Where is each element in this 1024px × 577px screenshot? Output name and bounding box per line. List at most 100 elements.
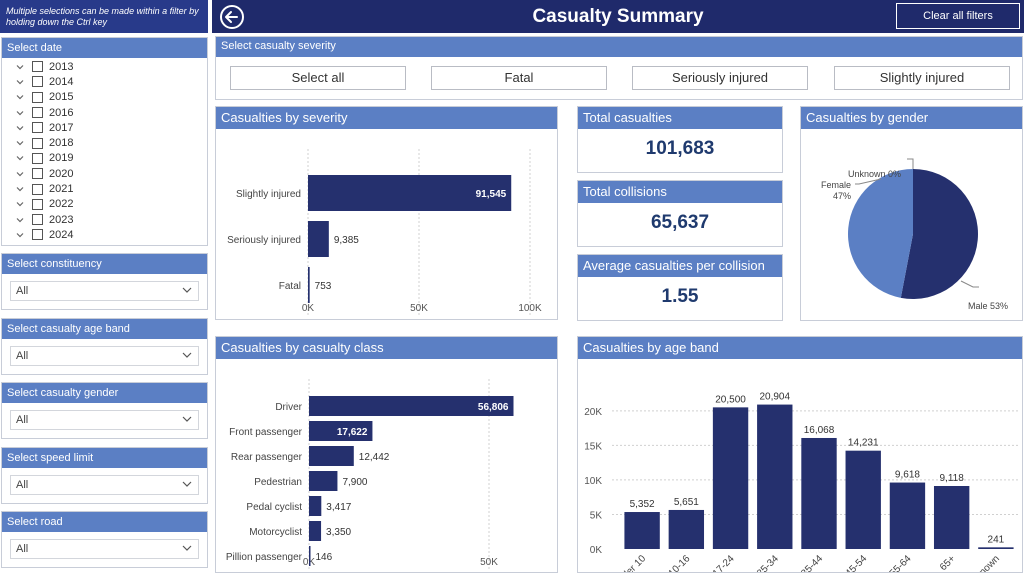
chevron-down-icon bbox=[182, 416, 192, 422]
bar bbox=[933, 486, 970, 549]
filter-dropdown[interactable]: All bbox=[10, 346, 199, 366]
data-label: 16,068 bbox=[804, 425, 835, 436]
page-title: Casualty Summary bbox=[532, 6, 704, 27]
severity-selector-title: Select casualty severity bbox=[216, 37, 1022, 57]
seriously-injured-button[interactable]: Seriously injured bbox=[632, 66, 808, 90]
year-checkbox[interactable] bbox=[32, 91, 43, 103]
year-item[interactable]: 2018 bbox=[2, 135, 207, 150]
data-label: 9,385 bbox=[334, 235, 359, 246]
bar bbox=[845, 450, 881, 549]
year-label: 2019 bbox=[49, 152, 74, 165]
age-chart-title: Casualties by age band bbox=[578, 337, 1022, 359]
year-checkbox[interactable] bbox=[32, 214, 43, 226]
year-item[interactable]: 2019 bbox=[2, 151, 207, 166]
bar bbox=[309, 471, 338, 491]
back-arrow-icon[interactable] bbox=[219, 4, 245, 30]
category-label: 17-24 bbox=[711, 553, 737, 572]
chevron-down-icon[interactable] bbox=[14, 229, 26, 241]
filter-hint-text: Multiple selections can be made within a… bbox=[0, 0, 208, 33]
gender-chart-panel: Casualties by gender Male 53% Female 47% Un… bbox=[800, 106, 1023, 321]
filter-dropdown[interactable]: All bbox=[10, 410, 199, 430]
chevron-down-icon[interactable] bbox=[14, 107, 26, 119]
year-label: 2022 bbox=[49, 198, 74, 211]
data-label: 12,442 bbox=[359, 452, 390, 463]
bar bbox=[668, 509, 705, 549]
filter-value: All bbox=[16, 479, 29, 491]
slightly-injured-button[interactable]: Slightly injured bbox=[834, 66, 1010, 90]
fatal-button[interactable]: Fatal bbox=[431, 66, 607, 90]
total-collisions-card: Total collisions 65,637 bbox=[577, 180, 783, 247]
bar bbox=[624, 512, 660, 549]
category-label: Pedestrian bbox=[254, 477, 302, 488]
category-label: 25-34 bbox=[755, 553, 781, 572]
year-checkbox[interactable] bbox=[32, 229, 43, 241]
data-label: 20,904 bbox=[759, 392, 790, 403]
chevron-down-icon[interactable] bbox=[14, 91, 26, 103]
year-item[interactable]: 2013 bbox=[2, 59, 207, 74]
data-label: 9,118 bbox=[940, 473, 965, 484]
chevron-down-icon[interactable] bbox=[14, 137, 26, 149]
bar bbox=[801, 437, 837, 549]
year-item[interactable]: 2021 bbox=[2, 181, 207, 196]
data-label: 56,806 bbox=[478, 402, 509, 413]
year-checkbox[interactable] bbox=[32, 137, 43, 149]
chevron-down-icon[interactable] bbox=[14, 168, 26, 180]
year-item[interactable]: 2014 bbox=[2, 74, 207, 89]
chevron-down-icon[interactable] bbox=[14, 122, 26, 134]
year-item[interactable]: 2022 bbox=[2, 197, 207, 212]
total-casualties-value: 101,683 bbox=[645, 138, 715, 159]
filter-dropdown[interactable]: All bbox=[10, 539, 199, 559]
filter-dropdown[interactable]: All bbox=[10, 475, 199, 495]
chevron-down-icon bbox=[182, 352, 192, 358]
year-label: 2013 bbox=[49, 60, 74, 73]
category-label: Driver bbox=[275, 402, 302, 413]
chevron-down-icon[interactable] bbox=[14, 183, 26, 195]
category-label: Pedal cyclist bbox=[246, 502, 302, 513]
year-checkbox[interactable] bbox=[32, 61, 43, 73]
pie-slice bbox=[900, 169, 978, 299]
chevron-down-icon bbox=[182, 545, 192, 551]
chevron-down-icon[interactable] bbox=[14, 214, 26, 226]
bar bbox=[309, 496, 322, 516]
filter-slicer: Select casualty age band All bbox=[1, 318, 208, 375]
year-item[interactable]: 2020 bbox=[2, 166, 207, 181]
chevron-down-icon[interactable] bbox=[14, 61, 26, 73]
year-label: 2021 bbox=[49, 183, 74, 196]
year-checkbox[interactable] bbox=[32, 198, 43, 210]
bar bbox=[309, 521, 322, 541]
year-checkbox[interactable] bbox=[32, 152, 43, 164]
year-label: 2014 bbox=[49, 75, 74, 88]
year-checkbox[interactable] bbox=[32, 76, 43, 88]
total-casualties-label: Total casualties bbox=[578, 107, 782, 129]
category-label: Rear passenger bbox=[231, 452, 303, 463]
chevron-down-icon[interactable] bbox=[14, 76, 26, 88]
avg-casualties-value: 1.55 bbox=[661, 286, 699, 307]
filter-dropdown[interactable]: All bbox=[10, 281, 199, 301]
chevron-down-icon[interactable] bbox=[14, 152, 26, 164]
year-item[interactable]: 2023 bbox=[2, 212, 207, 227]
leader-line bbox=[855, 178, 882, 185]
bar bbox=[308, 267, 310, 303]
clear-all-filters-button[interactable]: Clear all filters bbox=[896, 3, 1020, 29]
year-item[interactable]: 2016 bbox=[2, 105, 207, 120]
select-all-button[interactable]: Select all bbox=[230, 66, 406, 90]
year-checkbox[interactable] bbox=[32, 122, 43, 134]
year-item[interactable]: 2024 bbox=[2, 227, 207, 242]
chevron-down-icon[interactable] bbox=[14, 198, 26, 210]
year-label: 2024 bbox=[49, 228, 74, 241]
x-tick-label: 50K bbox=[480, 557, 498, 568]
year-checkbox[interactable] bbox=[32, 107, 43, 119]
year-checkbox[interactable] bbox=[32, 168, 43, 180]
pie-label: Male 53% bbox=[968, 301, 1008, 311]
category-label: 55-64 bbox=[888, 553, 914, 572]
leader-line bbox=[907, 158, 914, 169]
data-label: 3,350 bbox=[326, 527, 351, 538]
filter-title: Select speed limit bbox=[2, 448, 207, 468]
year-item[interactable]: 2015 bbox=[2, 90, 207, 105]
year-item[interactable]: 2017 bbox=[2, 120, 207, 135]
year-checkbox[interactable] bbox=[32, 183, 43, 195]
category-label: Motorcyclist bbox=[249, 527, 302, 538]
year-list: 2013 2014 2015 2016 2017 2018 2019 2020 2021 2022… bbox=[2, 58, 207, 243]
severity-selector-panel: Select casualty severity Select all Fata… bbox=[215, 36, 1023, 100]
